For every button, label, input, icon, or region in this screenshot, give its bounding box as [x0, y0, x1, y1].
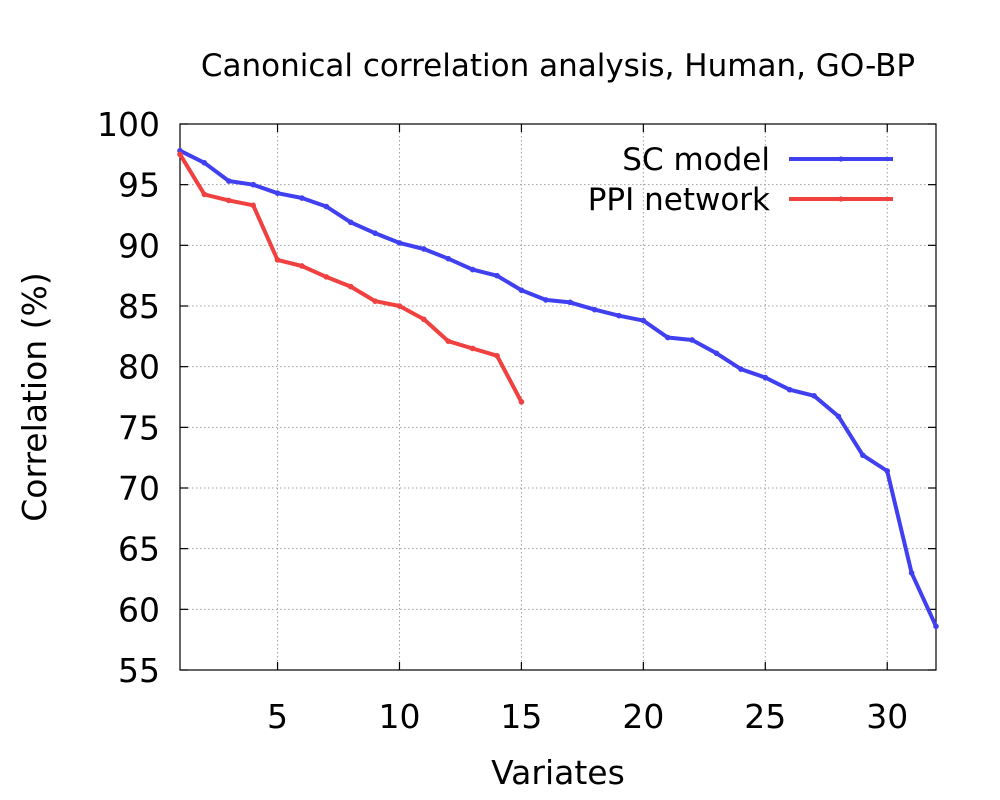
legend-marker-ppi-network [838, 196, 844, 202]
data-point-sc-model [738, 366, 744, 372]
data-point-sc-model [274, 190, 281, 196]
legend-marker-sc-model [838, 156, 844, 162]
y-tick-label: 85 [118, 287, 160, 326]
data-point-ppi-network [274, 257, 281, 263]
data-point-ppi-network [347, 283, 354, 290]
grid [180, 124, 936, 670]
data-point-sc-model [762, 374, 769, 381]
data-point-sc-model [884, 468, 891, 474]
axis-ticks: 55 60 65 70 75 80 85 90 95 100 5 10 15 20 25 30 [97, 105, 936, 736]
y-tick-label: 80 [118, 348, 160, 387]
data-point-ppi-network [177, 151, 183, 158]
data-point-sc-model [445, 255, 452, 262]
data-point-sc-model [567, 299, 573, 306]
x-tick-label: 10 [378, 697, 420, 736]
data-point-sc-model [664, 334, 671, 341]
x-tick-label: 25 [744, 697, 786, 736]
data-point-sc-model [689, 337, 695, 343]
data-point-sc-model [469, 266, 476, 273]
data-point-ppi-network [372, 298, 378, 304]
legend-label-sc-model: SC model [622, 142, 770, 178]
data-point-ppi-network [518, 399, 525, 405]
data-point-ppi-network [225, 197, 232, 204]
y-axis-label: Correlation (%) [15, 272, 54, 522]
data-point-sc-model [372, 230, 378, 236]
data-point-sc-model [933, 623, 939, 630]
x-tick-label: 30 [866, 697, 908, 736]
series-group [177, 147, 939, 630]
data-point-sc-model [347, 219, 354, 226]
data-point-sc-model [518, 287, 525, 294]
data-point-ppi-network [445, 338, 452, 344]
data-point-sc-model [860, 452, 866, 459]
data-point-sc-model [299, 195, 305, 201]
data-point-sc-model [323, 203, 330, 210]
data-point-ppi-network [250, 202, 256, 209]
data-point-sc-model [591, 306, 598, 313]
data-point-sc-model [786, 386, 793, 393]
y-tick-label: 90 [118, 226, 160, 265]
data-point-sc-model [908, 570, 915, 576]
data-point-sc-model [396, 240, 403, 246]
y-tick-label: 75 [118, 408, 160, 447]
x-tick-label: 15 [500, 697, 542, 736]
y-tick-label: 100 [97, 105, 160, 144]
data-point-ppi-network [396, 303, 403, 309]
data-point-ppi-network [299, 263, 305, 269]
data-point-ppi-network [469, 345, 476, 352]
y-tick-label: 70 [118, 469, 160, 508]
y-tick-label: 60 [118, 590, 160, 629]
x-tick-label: 5 [267, 697, 288, 736]
data-point-sc-model [713, 350, 720, 357]
data-point-sc-model [225, 178, 232, 184]
data-point-sc-model [811, 392, 817, 399]
data-point-sc-model [421, 246, 427, 252]
data-point-ppi-network [421, 316, 427, 323]
chart-title: Canonical correlation analysis, Human, G… [201, 48, 915, 84]
data-point-sc-model [201, 160, 208, 166]
data-point-sc-model [835, 413, 842, 420]
data-point-ppi-network [323, 274, 330, 280]
data-point-ppi-network [201, 191, 208, 198]
x-tick-label: 20 [622, 697, 664, 736]
data-point-sc-model [616, 312, 622, 319]
legend-label-ppi-network: PPI network [588, 182, 770, 218]
plot-frame [179, 123, 937, 671]
data-point-sc-model [640, 317, 647, 324]
data-point-sc-model [494, 272, 500, 279]
series-line-ppi-network [178, 152, 524, 404]
y-tick-label: 95 [118, 166, 160, 205]
legend: SC model PPI network [588, 142, 893, 218]
y-tick-label: 55 [118, 651, 160, 690]
data-point-ppi-network [494, 352, 500, 359]
x-axis-label: Variates [491, 753, 625, 792]
data-point-sc-model [250, 181, 256, 188]
y-tick-label: 65 [118, 530, 160, 569]
series-line-sc-model [178, 148, 938, 629]
data-point-sc-model [543, 297, 549, 303]
